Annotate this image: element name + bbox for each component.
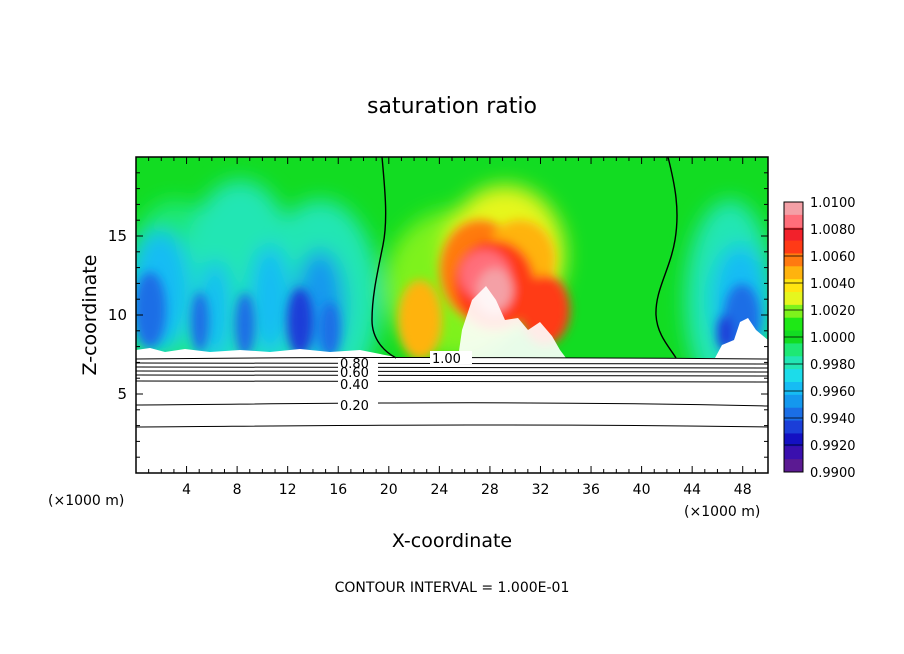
colorbar-label: 1.0080 [810,223,856,238]
x-axis-label: X-coordinate [392,530,512,552]
colorbar-label: 0.9940 [810,412,856,427]
colorbar-swatch [784,407,803,422]
x-tick-label: 16 [329,482,347,498]
y-axis-ticks: 5 10 15 [108,172,768,458]
x-tick-label: 28 [481,482,499,498]
x-tick-label: 44 [683,482,701,498]
colorbar-swatch [784,292,803,306]
colorbar-label: 1.0020 [810,304,856,319]
colorbar-swatch [784,279,803,293]
colorbar-swatch [784,433,803,447]
x-tick-label: 32 [532,482,550,498]
y-tick-label: 10 [108,306,127,324]
colorbar-swatch [784,304,803,319]
x-tick-label: 40 [633,482,651,498]
colorbar-swatch [784,253,803,267]
colorbar-label: 1.0060 [810,250,856,265]
colorbar-label: 1.0100 [810,196,856,211]
colorbar-swatch [784,420,803,434]
colorbar-swatch [784,356,803,370]
colorbar-label: 0.9980 [810,358,856,373]
contour-interval-note: CONTOUR INTERVAL = 1.000E-01 [335,580,570,596]
x-tick-label: 24 [430,482,448,498]
colorbar-label: 1.0040 [810,277,856,292]
x-unit-left: (×1000 m) [48,493,124,509]
colorbar-swatch [784,394,803,409]
colorbar-swatch [784,214,803,229]
contour-label-4: 1.00 [432,352,461,367]
x-tick-label: 8 [233,482,242,498]
colorbar-swatch [784,202,803,216]
y-tick-label: 15 [108,227,127,245]
y-tick-label: 5 [117,385,127,403]
colorbar-label: 0.9900 [810,466,856,481]
x-tick-label: 12 [279,482,297,498]
colorbar-swatch [784,266,803,280]
x-tick-label: 4 [182,482,191,498]
colorbar-swatch [784,369,803,383]
colorbar-label: 1.0000 [810,331,856,346]
contour-label-1: 0.60 [340,366,369,381]
x-tick-label: 20 [380,482,398,498]
colorbar-label: 0.9960 [810,385,856,400]
colorbar-swatch [784,459,803,473]
colorbar-label: 0.9920 [810,439,856,454]
colorbar-swatch [784,382,803,396]
colorbar: 1.0100 1.0080 1.0060 1.0040 1.0020 1.0000 0.99… [783,196,856,481]
colorbar-swatch [784,240,803,254]
saturation-field [136,157,768,473]
contour-label-0: 0.80 [340,357,369,372]
contour-label-2: 0.40 [340,378,369,393]
chart-title: saturation ratio [367,94,537,119]
contour-label-3: 0.20 [340,399,369,414]
x-axis-ticks: 4 8 12 16 20 24 28 32 36 40 44 48 [148,157,756,498]
x-tick-label: 36 [582,482,600,498]
colorbar-swatch [784,446,803,460]
x-unit-right: (×1000 m) [684,504,760,520]
x-tick-label: 48 [734,482,752,498]
colorbar-swatch [784,317,803,332]
colorbar-swatch [784,343,803,357]
colorbar-swatch [784,227,803,242]
y-axis-label: Z-coordinate [79,255,101,376]
